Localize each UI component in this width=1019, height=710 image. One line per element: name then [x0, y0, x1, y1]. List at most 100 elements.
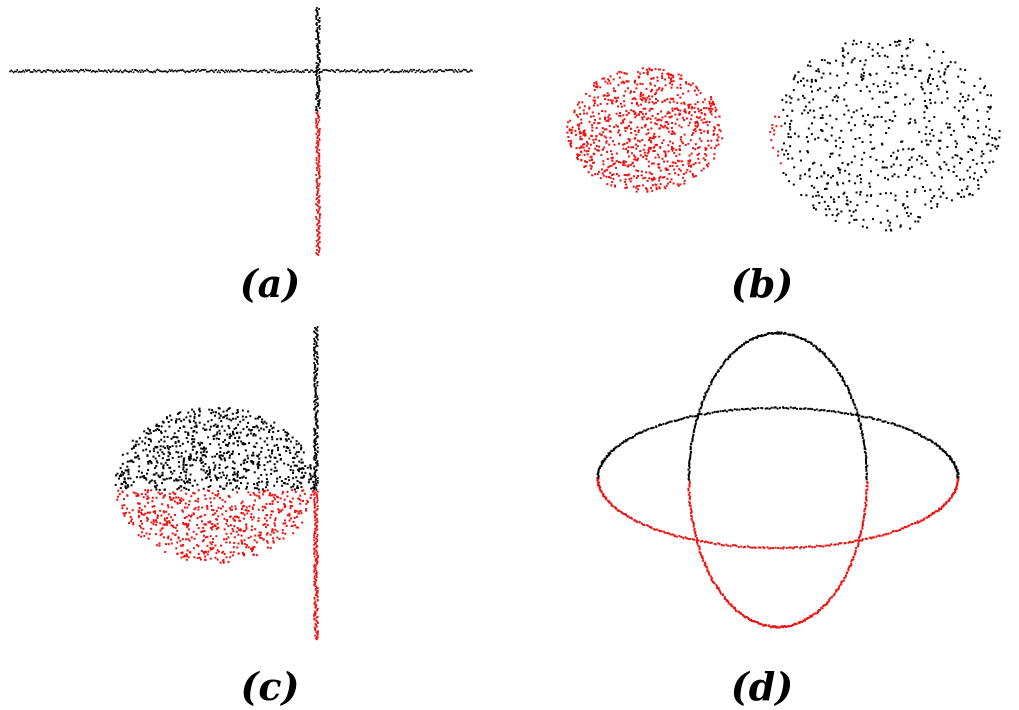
- red-cloud-point: [696, 120, 699, 123]
- black-cloud-point: [959, 68, 962, 71]
- black-cloud-point: [920, 82, 923, 85]
- red-cloud-point: [604, 80, 607, 83]
- sphere-point: [310, 487, 313, 490]
- horizontal-ellipse-point: [903, 526, 906, 528]
- vertical-ellipse-point: [692, 525, 695, 528]
- horizontal-line-point: [106, 71, 108, 74]
- sphere-point: [166, 504, 169, 507]
- vertical-ellipse-point: [865, 503, 868, 506]
- black-cloud-point: [949, 61, 952, 64]
- sphere-point: [207, 466, 210, 469]
- vertical-line-point: [318, 237, 321, 239]
- sphere-point: [216, 549, 219, 552]
- horizontal-line-point: [417, 70, 419, 72]
- vertical-ellipse-point: [723, 596, 726, 598]
- vertical-ellipse-point: [692, 523, 695, 526]
- red-cloud-point: [682, 173, 685, 175]
- red-cloud-point: [676, 183, 679, 186]
- sphere-point: [146, 495, 149, 498]
- horizontal-line-point: [437, 69, 440, 72]
- vertical-line-point: [318, 77, 321, 79]
- sphere-point: [196, 557, 199, 559]
- red-cloud-point: [696, 122, 699, 125]
- sphere-point: [189, 481, 192, 484]
- red-cloud-point: [583, 105, 586, 108]
- sphere-point: [197, 527, 200, 530]
- sphere-point: [251, 546, 254, 549]
- sphere-point: [178, 476, 181, 478]
- black-cloud-point: [924, 133, 927, 136]
- sphere-point: [166, 446, 169, 449]
- sphere-point: [213, 523, 216, 526]
- horizontal-line-point: [191, 70, 194, 72]
- sphere-point: [182, 463, 185, 466]
- sphere-point: [129, 516, 132, 518]
- sphere-point: [227, 425, 230, 427]
- sphere-point: [223, 429, 226, 432]
- sphere-point: [269, 460, 272, 463]
- vertical-line-point: [317, 231, 320, 233]
- sphere-point: [187, 431, 190, 434]
- red-cloud-point: [687, 83, 690, 86]
- vertical-line-point: [313, 563, 316, 566]
- horizontal-line-point: [240, 68, 243, 71]
- vertical-line-point: [313, 486, 316, 489]
- black-cloud-point: [890, 165, 893, 168]
- black-cloud-point: [921, 156, 923, 159]
- sphere-point: [158, 542, 161, 545]
- horizontal-line-point: [384, 70, 387, 72]
- sphere-point: [138, 502, 141, 505]
- vertical-ellipse-point: [729, 355, 732, 358]
- vertical-line-point: [315, 157, 318, 159]
- vertical-line-point: [313, 497, 316, 499]
- horizontal-line-point: [312, 71, 315, 73]
- black-cloud-point: [804, 105, 807, 108]
- horizontal-line-point: [371, 70, 374, 72]
- sphere-point: [242, 462, 245, 465]
- sphere-point: [258, 531, 261, 534]
- black-cloud-point: [786, 114, 789, 117]
- black-cloud-point: [886, 55, 889, 58]
- vertical-ellipse-point: [829, 360, 832, 363]
- red-cloud-point: [608, 125, 611, 128]
- black-cloud-point: [792, 183, 795, 186]
- sphere-point: [221, 425, 224, 428]
- sphere-point: [175, 420, 178, 423]
- vertical-line-point: [319, 60, 321, 62]
- sphere-point: [237, 440, 240, 443]
- horizontal-ellipse-point: [936, 510, 939, 513]
- sphere-point: [299, 509, 302, 512]
- horizontal-line-point: [113, 70, 116, 73]
- sphere-point: [178, 465, 181, 468]
- sphere-point: [276, 438, 279, 441]
- black-cloud-point: [902, 67, 905, 70]
- sphere-point: [164, 523, 167, 526]
- horizontal-line-point: [446, 69, 448, 72]
- horizontal-ellipse-point: [675, 535, 678, 538]
- red-cloud-point: [705, 154, 708, 157]
- vertical-line-point: [316, 463, 319, 466]
- horizontal-line-point: [190, 69, 192, 72]
- red-cloud-point: [694, 122, 697, 125]
- horizontal-ellipse-point: [820, 545, 822, 548]
- red-cloud-point: [651, 95, 654, 98]
- red-cloud-point: [654, 143, 657, 146]
- black-cloud-point: [896, 41, 899, 43]
- vertical-line-point: [317, 189, 320, 191]
- vertical-ellipse-point: [724, 359, 727, 362]
- horizontal-ellipse-point: [600, 463, 603, 466]
- sphere-point: [232, 517, 235, 520]
- vertical-ellipse-point: [721, 364, 724, 367]
- sphere-point: [260, 537, 263, 539]
- vertical-line-point: [313, 372, 315, 374]
- horizontal-ellipse-point: [953, 488, 956, 491]
- red-cloud-point: [644, 100, 647, 103]
- vertical-line-point: [319, 213, 321, 215]
- sphere-point: [131, 439, 134, 442]
- sphere-point: [274, 519, 276, 522]
- black-cloud-point: [942, 51, 945, 53]
- black-cloud-point: [856, 175, 859, 178]
- red-cloud-point: [688, 164, 690, 167]
- red-cloud-point: [639, 95, 642, 98]
- horizontal-ellipse-point: [659, 423, 661, 426]
